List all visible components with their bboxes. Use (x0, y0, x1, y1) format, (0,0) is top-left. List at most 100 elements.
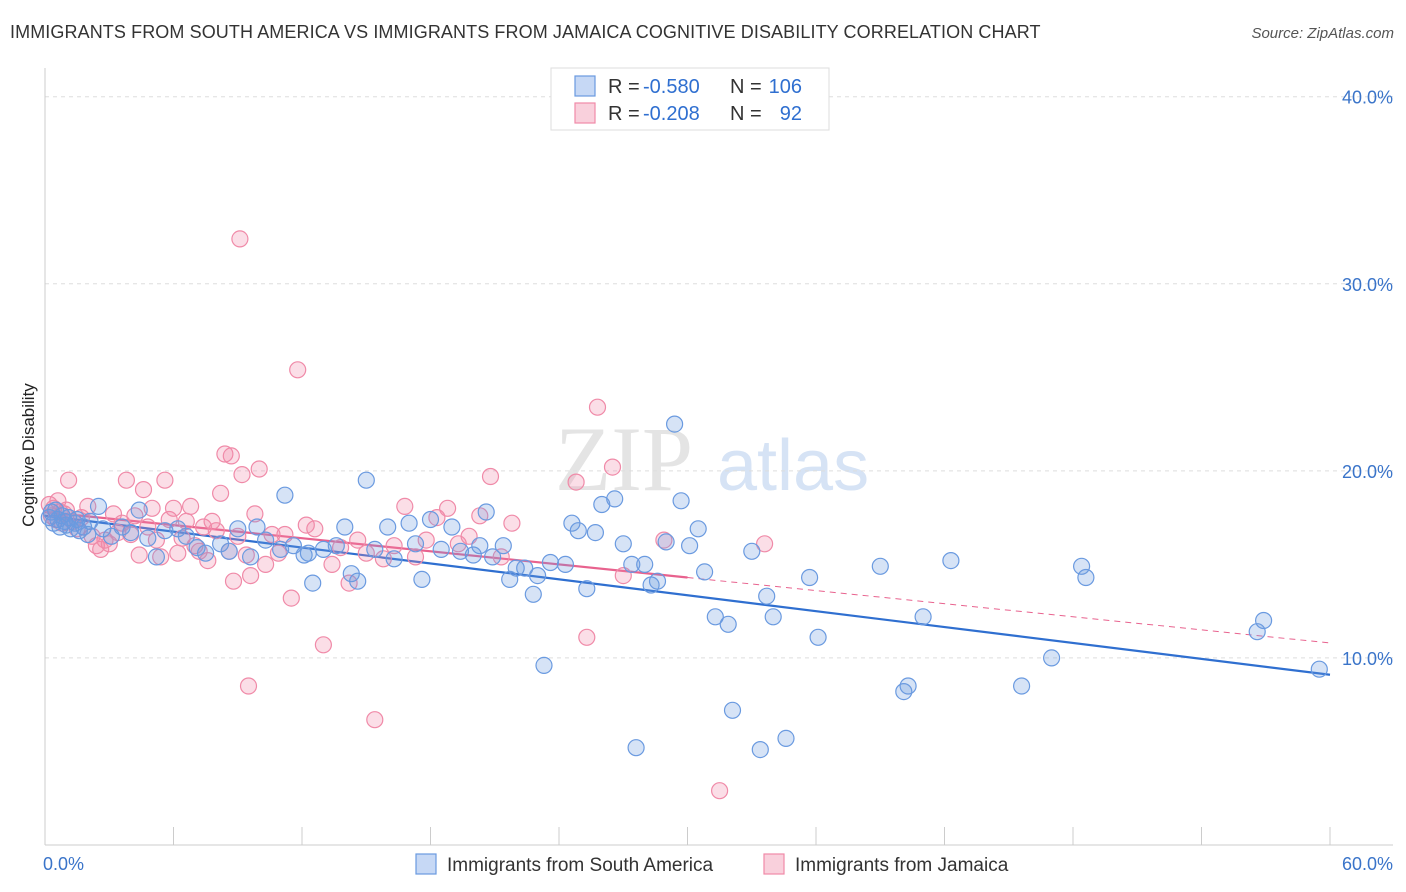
south-america-point (606, 490, 624, 508)
jamaica-point (231, 230, 249, 248)
jamaica-point (250, 460, 268, 478)
jamaica-point (203, 512, 221, 531)
legend-r-label-1: R = (608, 76, 645, 98)
south-america-point (464, 546, 482, 564)
south-america-point (406, 535, 425, 553)
south-america-point (89, 497, 108, 515)
south-america-point (578, 580, 596, 598)
watermark-atlas: atlas (717, 426, 869, 506)
south-america-point (242, 548, 260, 566)
south-america-trend-line (44, 514, 1331, 676)
south-america-point (314, 540, 332, 559)
south-america-points (40, 415, 1328, 759)
south-america-point (272, 540, 290, 559)
south-america-point (1077, 568, 1095, 587)
jamaica-point (104, 505, 123, 523)
south-america-point (385, 550, 403, 568)
legend-r-label-2: R = (608, 103, 645, 125)
x-tick-label-max: 60.0% (1342, 854, 1393, 874)
jamaica-point (588, 398, 607, 416)
y-tick-label: 20.0% (1342, 462, 1393, 482)
south-america-point (914, 608, 932, 626)
south-america-point (229, 520, 247, 538)
south-america-point (706, 608, 724, 626)
south-america-point (299, 544, 317, 562)
south-america-point (657, 533, 675, 551)
jamaica-point (323, 555, 341, 574)
jamaica-point (160, 510, 178, 529)
jamaica-point (143, 499, 161, 517)
jamaica-point (481, 467, 500, 486)
jamaica-point (366, 711, 384, 729)
south-america-point (113, 518, 131, 536)
legend-n-label-2: N = (730, 103, 767, 125)
south-america-point (484, 548, 502, 566)
south-america-point (800, 568, 819, 587)
south-america-point (81, 512, 99, 531)
south-america-point (723, 701, 742, 719)
south-america-point (556, 555, 575, 574)
south-america-point (276, 486, 294, 504)
jamaica-point (396, 497, 414, 515)
jamaica-point (212, 484, 230, 502)
south-america-point (569, 522, 587, 540)
jamaica-point (194, 518, 213, 536)
south-america-point (1254, 611, 1273, 630)
jamaica-point (306, 520, 324, 538)
jamaica-point (117, 471, 136, 489)
south-america-point (719, 615, 737, 633)
jamaica-point (289, 361, 307, 379)
jamaica-point (239, 677, 258, 695)
jamaica-point (59, 471, 78, 489)
south-america-point (627, 739, 645, 757)
jamaica-point (710, 782, 729, 800)
jamaica-point (233, 466, 251, 484)
south-america-point (695, 563, 714, 581)
south-america-point (122, 523, 140, 542)
jamaica-point (460, 527, 478, 545)
jamaica-point (578, 628, 596, 646)
jamaica-point (567, 473, 585, 491)
jamaica-point (417, 531, 435, 549)
south-america-point (1012, 677, 1031, 695)
south-america-point (535, 656, 553, 675)
jamaica-point (257, 555, 275, 574)
jamaica-point (222, 447, 240, 465)
south-america-point (1310, 660, 1328, 678)
south-america-point (220, 542, 238, 560)
south-america-point (257, 531, 275, 549)
jamaica-points (40, 230, 774, 800)
south-america-point (147, 548, 165, 566)
bottom-legend-swatch-jamaica (763, 853, 785, 875)
jamaica-point (113, 514, 131, 532)
south-america-point (758, 587, 776, 605)
south-america-point (421, 510, 440, 529)
x-tick-label-min: 0.0% (43, 854, 84, 874)
south-america-point (751, 740, 769, 759)
south-america-point (304, 574, 322, 592)
jamaica-point (92, 540, 110, 559)
y-tick-label: 10.0% (1342, 649, 1393, 669)
south-america-point (528, 566, 547, 585)
south-america-point (636, 555, 654, 574)
jamaica-point (314, 636, 332, 654)
south-america-point (156, 522, 174, 540)
jamaica-point (169, 544, 187, 562)
bottom-legend: Immigrants from South America Immigrants… (415, 853, 1009, 876)
y-tick-label: 30.0% (1342, 275, 1393, 295)
axes (44, 68, 1393, 846)
jamaica-point (246, 505, 264, 523)
south-america-point (357, 471, 375, 489)
south-america-point (942, 551, 960, 570)
south-america-point (1042, 649, 1061, 667)
legend-n-value-1: 106 (769, 76, 802, 98)
jamaica-point (357, 544, 375, 562)
jamaica-point (182, 497, 200, 515)
south-america-point (443, 518, 461, 536)
south-america-point (432, 540, 450, 559)
legend-swatch-south-america (574, 75, 596, 97)
jamaica-point (603, 458, 622, 476)
source-label: Source: ZipAtlas.com (1251, 25, 1394, 42)
south-america-point (899, 677, 917, 695)
